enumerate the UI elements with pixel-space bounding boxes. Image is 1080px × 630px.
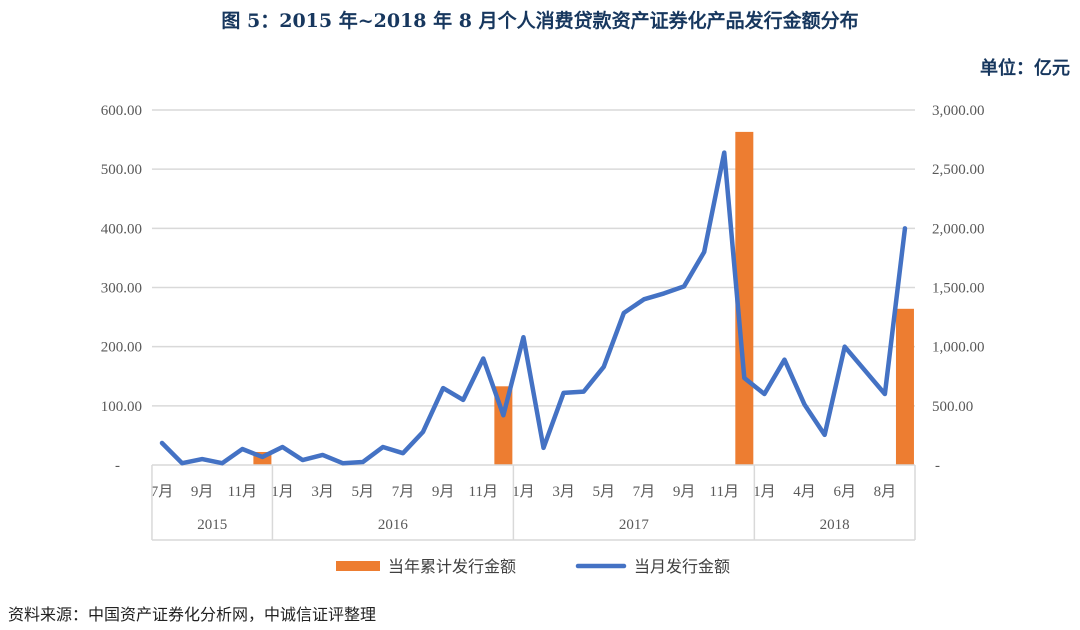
- right-tick-label: 2,500.00: [932, 162, 985, 178]
- left-tick-label: 200.00: [101, 340, 142, 356]
- month-label: 9月: [673, 484, 696, 500]
- unit-label: 单位：亿元: [980, 58, 1070, 79]
- legend-label-bar: 当年累计发行金额: [388, 557, 516, 576]
- right-tick-label: 2,000.00: [932, 221, 985, 237]
- month-label: 1月: [512, 484, 535, 500]
- right-tick-label: 3,000.00: [932, 103, 985, 119]
- right-tick-label: 500.00: [932, 399, 973, 415]
- month-label: 4月: [793, 484, 816, 500]
- year-label: 2015: [197, 517, 227, 533]
- year-label: 2016: [378, 517, 409, 533]
- year-label: 2017: [619, 517, 650, 533]
- chart-title: 图 5：2015 年~2018 年 8 月个人消费贷款资产证券化产品发行金额分布: [221, 10, 859, 32]
- month-label: 5月: [352, 484, 375, 500]
- month-label: 3月: [552, 484, 575, 500]
- month-label: 11月: [710, 484, 739, 500]
- month-label: 9月: [432, 484, 455, 500]
- source-note: 资料来源：中国资产证券化分析网，中诚信证评整理: [8, 605, 377, 624]
- left-tick-label: 300.00: [101, 281, 142, 297]
- chart: - 100.00 200.00 300.00 400.00 500.00 600.00 - 50…: [101, 103, 985, 576]
- left-tick-label: 100.00: [101, 399, 142, 415]
- bar-cumulative: [895, 308, 914, 465]
- month-label: 9月: [191, 484, 214, 500]
- left-tick-label: 600.00: [101, 103, 142, 119]
- month-label: 7月: [633, 484, 656, 500]
- line-monthly: [159, 150, 908, 466]
- month-label: 8月: [874, 484, 897, 500]
- month-label: 3月: [311, 484, 334, 500]
- month-label: 11月: [228, 484, 257, 500]
- month-label: 1月: [753, 484, 776, 500]
- left-tick-label: 500.00: [101, 162, 142, 178]
- month-label: 7月: [151, 484, 174, 500]
- month-label: 7月: [392, 484, 415, 500]
- month-label: 11月: [469, 484, 498, 500]
- legend-swatch-bar: [336, 561, 380, 571]
- left-tick-label: 400.00: [101, 221, 142, 237]
- month-label: 5月: [593, 484, 616, 500]
- year-label: 2018: [820, 517, 850, 533]
- left-tick-label: -: [115, 458, 120, 474]
- month-label: 1月: [271, 484, 294, 500]
- right-tick-label: 1,000.00: [932, 340, 985, 356]
- right-tick-label: -: [935, 458, 940, 474]
- month-label: 6月: [833, 484, 856, 500]
- legend-label-line: 当月发行金额: [634, 557, 730, 576]
- right-tick-label: 1,500.00: [932, 281, 985, 297]
